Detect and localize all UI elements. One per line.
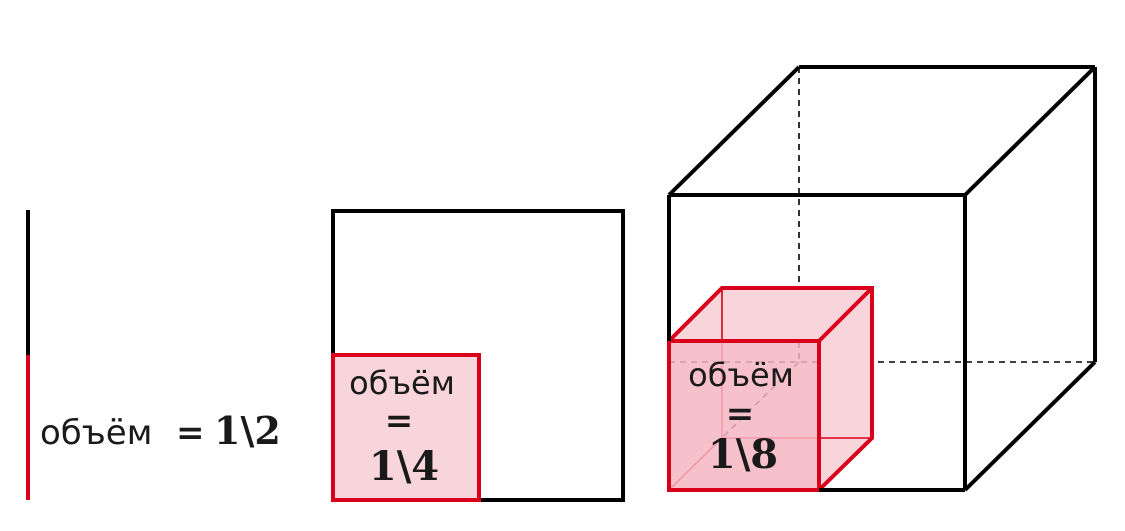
small-cube-side-face — [819, 288, 872, 490]
small-cube-edge-top — [817, 286, 874, 343]
square-quarter-highlight — [331, 353, 481, 502]
square-volume-equals: = — [385, 401, 414, 441]
small-cube-front-outline — [667, 339, 821, 492]
small-cube-front-face — [669, 341, 819, 490]
segment-volume-equals: = — [176, 413, 205, 453]
small-cube-top-face — [669, 288, 872, 341]
square-figure: объём = 1\4 — [331, 209, 625, 502]
cube-edge-top-left — [667, 65, 801, 197]
square-volume-word: объём — [349, 364, 455, 402]
square-volume-fraction: 1\4 — [369, 443, 439, 490]
segment-volume-fraction: 1\2 — [214, 408, 281, 453]
cube-figure: объём = 1\8 — [667, 65, 1097, 492]
cube-edge-top-right — [963, 65, 1097, 197]
segment-volume-word: объём — [40, 413, 152, 453]
cube-volume-equals: = — [726, 394, 755, 434]
line-segment-figure: объём = 1\2 — [26, 210, 281, 500]
cube-edge-bottom-right — [963, 360, 1097, 492]
cube-volume-fraction: 1\8 — [708, 431, 778, 478]
cube-volume-word: объём — [688, 356, 794, 394]
